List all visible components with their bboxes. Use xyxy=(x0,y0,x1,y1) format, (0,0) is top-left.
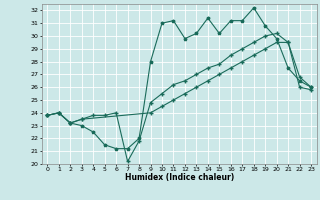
X-axis label: Humidex (Indice chaleur): Humidex (Indice chaleur) xyxy=(124,173,234,182)
